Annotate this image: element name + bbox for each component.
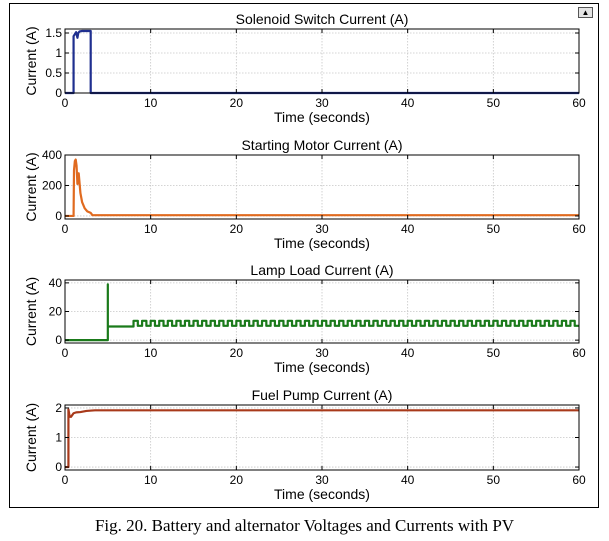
- series-line-1: [65, 408, 579, 469]
- x-axis-label: Time (seconds): [274, 235, 370, 251]
- x-axis-label: Time (seconds): [274, 109, 370, 125]
- x-tick-label: 40: [401, 222, 415, 236]
- x-axis-label: Time (seconds): [274, 359, 370, 375]
- x-tick-label: 30: [315, 346, 329, 360]
- y-axis-label: Current (A): [23, 277, 39, 346]
- y-tick-label: 20: [49, 305, 63, 319]
- x-axis-label: Time (seconds): [274, 486, 370, 502]
- y-tick-label: 0: [55, 333, 62, 347]
- x-tick-label: 20: [230, 222, 244, 236]
- chart-3: 0 10 20 30 40 50 60 0 20 40 Lamp Load Current (A) T…: [23, 262, 586, 375]
- y-tick-label: 1: [55, 431, 62, 445]
- series-line-1: [65, 283, 579, 342]
- x-tick-label: 0: [62, 473, 69, 487]
- y-tick-label: 400: [42, 148, 62, 162]
- dock-arrow-icon[interactable]: ▲: [578, 7, 593, 18]
- x-tick-label: 30: [315, 96, 329, 110]
- x-tick-label: 10: [144, 346, 158, 360]
- series-line-1: [65, 29, 579, 95]
- x-tick-label: 40: [401, 346, 415, 360]
- axes-background: [65, 155, 579, 219]
- chart-title: Fuel Pump Current (A): [252, 387, 393, 403]
- x-tick-label: 60: [572, 96, 586, 110]
- x-tick-label: 30: [315, 473, 329, 487]
- y-tick-label: 1: [55, 46, 62, 60]
- x-tick-label: 50: [487, 96, 501, 110]
- x-tick-label: 40: [401, 96, 415, 110]
- x-tick-label: 60: [572, 346, 586, 360]
- x-tick-label: 50: [487, 346, 501, 360]
- x-tick-label: 30: [315, 222, 329, 236]
- chart-4: 0 10 20 30 40 50 60 0 1 2 Fuel Pump Current (A) Tim…: [23, 387, 586, 502]
- chart-1: 0 10 20 30 40 50 60 0 0.5 1 1.5 Solenoid Switch Cur…: [23, 11, 586, 125]
- x-tick-label: 20: [230, 473, 244, 487]
- x-tick-label: 50: [487, 473, 501, 487]
- y-tick-label: 0: [55, 460, 62, 474]
- x-tick-label: 20: [230, 96, 244, 110]
- x-tick-label: 60: [572, 473, 586, 487]
- y-tick-label: 1.5: [45, 26, 62, 40]
- x-tick-label: 10: [144, 96, 158, 110]
- y-tick-label: 0.5: [45, 66, 62, 80]
- chart-title: Lamp Load Current (A): [250, 262, 393, 278]
- x-tick-label: 10: [144, 222, 158, 236]
- x-tick-label: 0: [62, 222, 69, 236]
- x-tick-label: 10: [144, 473, 158, 487]
- series-line-1: [65, 158, 579, 218]
- y-tick-label: 40: [49, 276, 63, 290]
- x-tick-label: 0: [62, 346, 69, 360]
- y-tick-label: 0: [55, 86, 62, 100]
- figure-caption: Fig. 20. Battery and alternator Voltages…: [94, 516, 515, 535]
- x-tick-label: 40: [401, 473, 415, 487]
- chart-2: 0 10 20 30 40 50 60 0 200 400 Starting Motor Curre…: [23, 137, 586, 251]
- y-tick-label: 2: [55, 401, 62, 415]
- y-axis-label: Current (A): [23, 26, 39, 95]
- y-axis-label: Current (A): [23, 152, 39, 221]
- x-tick-label: 50: [487, 222, 501, 236]
- y-axis-label: Current (A): [23, 403, 39, 472]
- y-tick-label: 200: [42, 178, 62, 192]
- chart-title: Starting Motor Current (A): [241, 137, 402, 153]
- y-tick-label: 0: [55, 209, 62, 223]
- axes-background: [65, 29, 579, 93]
- x-tick-label: 0: [62, 96, 69, 110]
- chart-title: Solenoid Switch Current (A): [236, 11, 409, 27]
- x-tick-label: 60: [572, 222, 586, 236]
- x-tick-label: 20: [230, 346, 244, 360]
